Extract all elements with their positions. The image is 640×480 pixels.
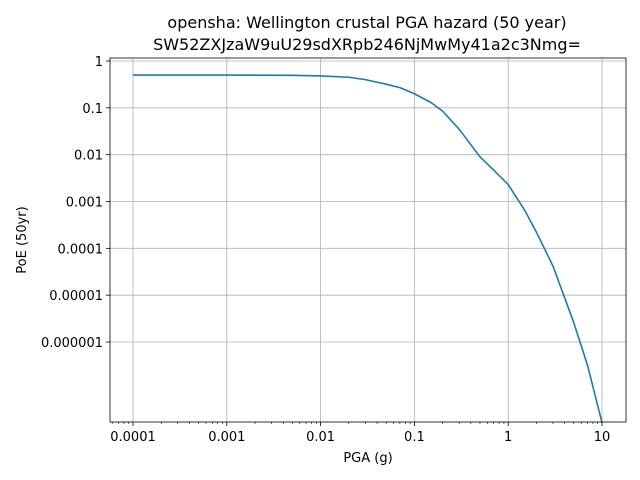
grid-lines	[110, 58, 626, 422]
x-tick-label: 1	[504, 430, 512, 445]
y-axis-label: PoE (50yr)	[15, 206, 30, 273]
plot-frame	[109, 57, 627, 423]
y-tick-label: 0.1	[82, 102, 103, 117]
x-tick-label: 0.0001	[110, 430, 156, 445]
chart-subtitle: SW52ZXJzaW9uU29sdXRpb246NjMwMy41a2c3Nmg=	[153, 35, 581, 54]
y-tick-label: 1	[95, 55, 103, 70]
axis-ticks: 0.0001 0.001 0.01 0.1 1 10 1 0.1 0.01 0.001 0.0001…	[41, 55, 610, 445]
chart-title: opensha: Wellington crustal PGA hazard (…	[167, 13, 566, 32]
y-tick-label: 0.01	[74, 149, 103, 164]
y-tick-label: 0.001	[66, 196, 103, 211]
x-tick-label: 10	[594, 430, 611, 445]
series-line	[133, 74, 603, 423]
series-layer	[133, 74, 603, 423]
y-tick-label: 0.0001	[58, 242, 104, 257]
x-tick-label: 0.01	[306, 430, 335, 445]
x-tick-label: 0.001	[208, 430, 245, 445]
x-axis-label: PGA (g)	[343, 451, 392, 466]
x-tick-label: 0.1	[404, 430, 425, 445]
y-tick-label: 0.000001	[41, 336, 103, 351]
y-tick-label: 0.00001	[49, 289, 103, 304]
